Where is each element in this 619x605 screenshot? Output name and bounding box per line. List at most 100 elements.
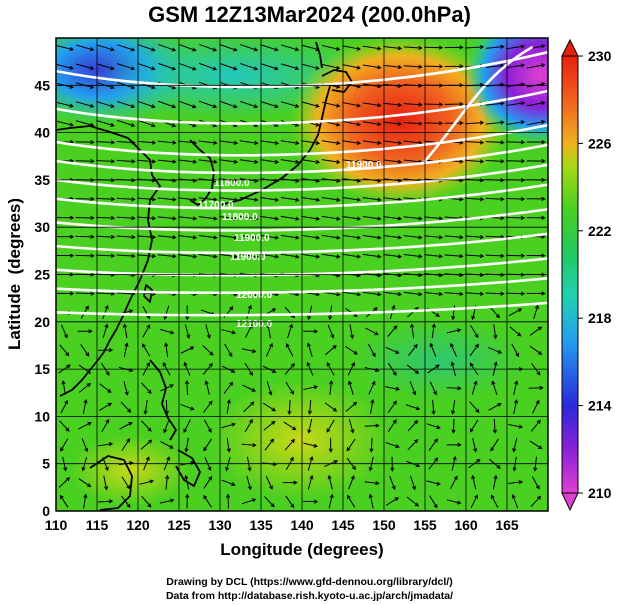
wind-vector bbox=[364, 481, 380, 486]
wind-vector bbox=[157, 254, 177, 259]
wind-vector bbox=[101, 418, 110, 433]
wind-vector bbox=[506, 159, 526, 164]
wind-vector bbox=[526, 196, 546, 202]
wind-vector bbox=[137, 140, 157, 145]
wind-vector bbox=[513, 399, 519, 414]
wind-vector bbox=[157, 197, 177, 202]
wind-vector bbox=[429, 495, 438, 509]
wind-vector bbox=[139, 479, 155, 485]
wind-vector bbox=[123, 381, 129, 396]
wind-vector bbox=[506, 140, 526, 145]
wind-vector bbox=[240, 63, 259, 71]
wind-vector bbox=[116, 197, 136, 202]
height-contour bbox=[56, 123, 548, 157]
wind-vector bbox=[185, 305, 190, 321]
wind-vector bbox=[321, 234, 341, 240]
wind-vector bbox=[137, 235, 157, 240]
wind-vector bbox=[444, 45, 464, 50]
wind-vector bbox=[142, 343, 151, 357]
wind-vector bbox=[321, 63, 341, 70]
wind-vector bbox=[75, 291, 95, 296]
wind-vector bbox=[80, 344, 90, 357]
wind-vector bbox=[529, 440, 543, 450]
wind-vector bbox=[530, 495, 542, 507]
wind-vector bbox=[226, 437, 231, 453]
wind-vector bbox=[60, 399, 69, 414]
wind-vector bbox=[158, 62, 177, 71]
wind-vector bbox=[465, 159, 485, 164]
wind-vector bbox=[137, 253, 157, 259]
wind-vector bbox=[98, 442, 114, 447]
wind-vector bbox=[137, 159, 157, 164]
wind-vector bbox=[321, 197, 341, 202]
wind-vector bbox=[403, 140, 423, 145]
wind-vector bbox=[509, 326, 522, 337]
wind-vector bbox=[403, 254, 423, 259]
wind-vector bbox=[282, 480, 298, 485]
colorbar-tick-label: 226 bbox=[588, 135, 612, 151]
wind-vector bbox=[362, 45, 382, 51]
wind-vector bbox=[409, 381, 417, 396]
wind-vector bbox=[96, 44, 115, 52]
y-tick-label: 0 bbox=[42, 503, 50, 519]
wind-vector bbox=[403, 102, 423, 107]
wind-vector bbox=[506, 196, 526, 202]
wind-vector bbox=[137, 44, 156, 52]
wind-vector bbox=[485, 63, 505, 68]
wind-vector bbox=[56, 253, 75, 258]
colorbar-body bbox=[561, 55, 579, 494]
wind-vector bbox=[184, 379, 190, 396]
wind-vector bbox=[321, 140, 341, 146]
wind-vector bbox=[260, 101, 279, 109]
contour-label: 12100.0 bbox=[236, 319, 273, 330]
wind-vector bbox=[102, 323, 109, 339]
wind-vector bbox=[116, 253, 136, 259]
wind-vector bbox=[265, 476, 273, 490]
wind-vector bbox=[280, 253, 300, 259]
wind-vector bbox=[389, 475, 396, 491]
wind-vector bbox=[328, 493, 334, 509]
wind-vector bbox=[116, 234, 136, 240]
y-tick-label: 25 bbox=[34, 267, 50, 283]
wind-vector bbox=[410, 323, 415, 339]
coast-borneo bbox=[89, 455, 133, 511]
wind-vector bbox=[219, 44, 238, 52]
wind-vector bbox=[241, 442, 257, 448]
wind-vector bbox=[328, 305, 333, 321]
height-contour bbox=[56, 183, 548, 210]
wind-vector bbox=[283, 421, 297, 431]
wind-vector bbox=[178, 62, 197, 71]
y-tick-label: 35 bbox=[34, 172, 50, 188]
wind-vector bbox=[446, 499, 462, 505]
wind-vector bbox=[198, 235, 218, 240]
wind-vector bbox=[342, 234, 362, 240]
wind-vector bbox=[472, 437, 478, 453]
wind-vector bbox=[469, 419, 479, 433]
wind-vector bbox=[362, 121, 382, 127]
wind-vector bbox=[342, 197, 362, 202]
wind-vector bbox=[431, 323, 436, 339]
wind-vector bbox=[383, 64, 403, 70]
wind-vector bbox=[184, 324, 191, 340]
wind-vector bbox=[96, 120, 115, 127]
wind-vector bbox=[239, 159, 259, 164]
wind-vector bbox=[143, 399, 148, 415]
wind-vector bbox=[450, 399, 456, 415]
wind-vector bbox=[198, 253, 218, 259]
wind-vector bbox=[184, 474, 190, 490]
coast-hokkaido bbox=[321, 69, 353, 93]
wind-vector bbox=[306, 342, 313, 358]
wind-vector bbox=[266, 381, 273, 396]
wind-vector bbox=[531, 476, 540, 490]
wind-vector bbox=[342, 253, 362, 259]
wind-vector bbox=[219, 140, 239, 145]
wind-vector bbox=[383, 140, 403, 145]
wind-vector bbox=[513, 380, 519, 395]
wind-vector bbox=[178, 197, 198, 202]
wind-vector bbox=[506, 215, 526, 221]
wind-vector bbox=[119, 422, 133, 430]
wind-vector bbox=[102, 304, 109, 320]
wind-vector bbox=[116, 100, 136, 109]
wind-vector bbox=[137, 100, 156, 109]
wind-vector bbox=[526, 119, 546, 126]
